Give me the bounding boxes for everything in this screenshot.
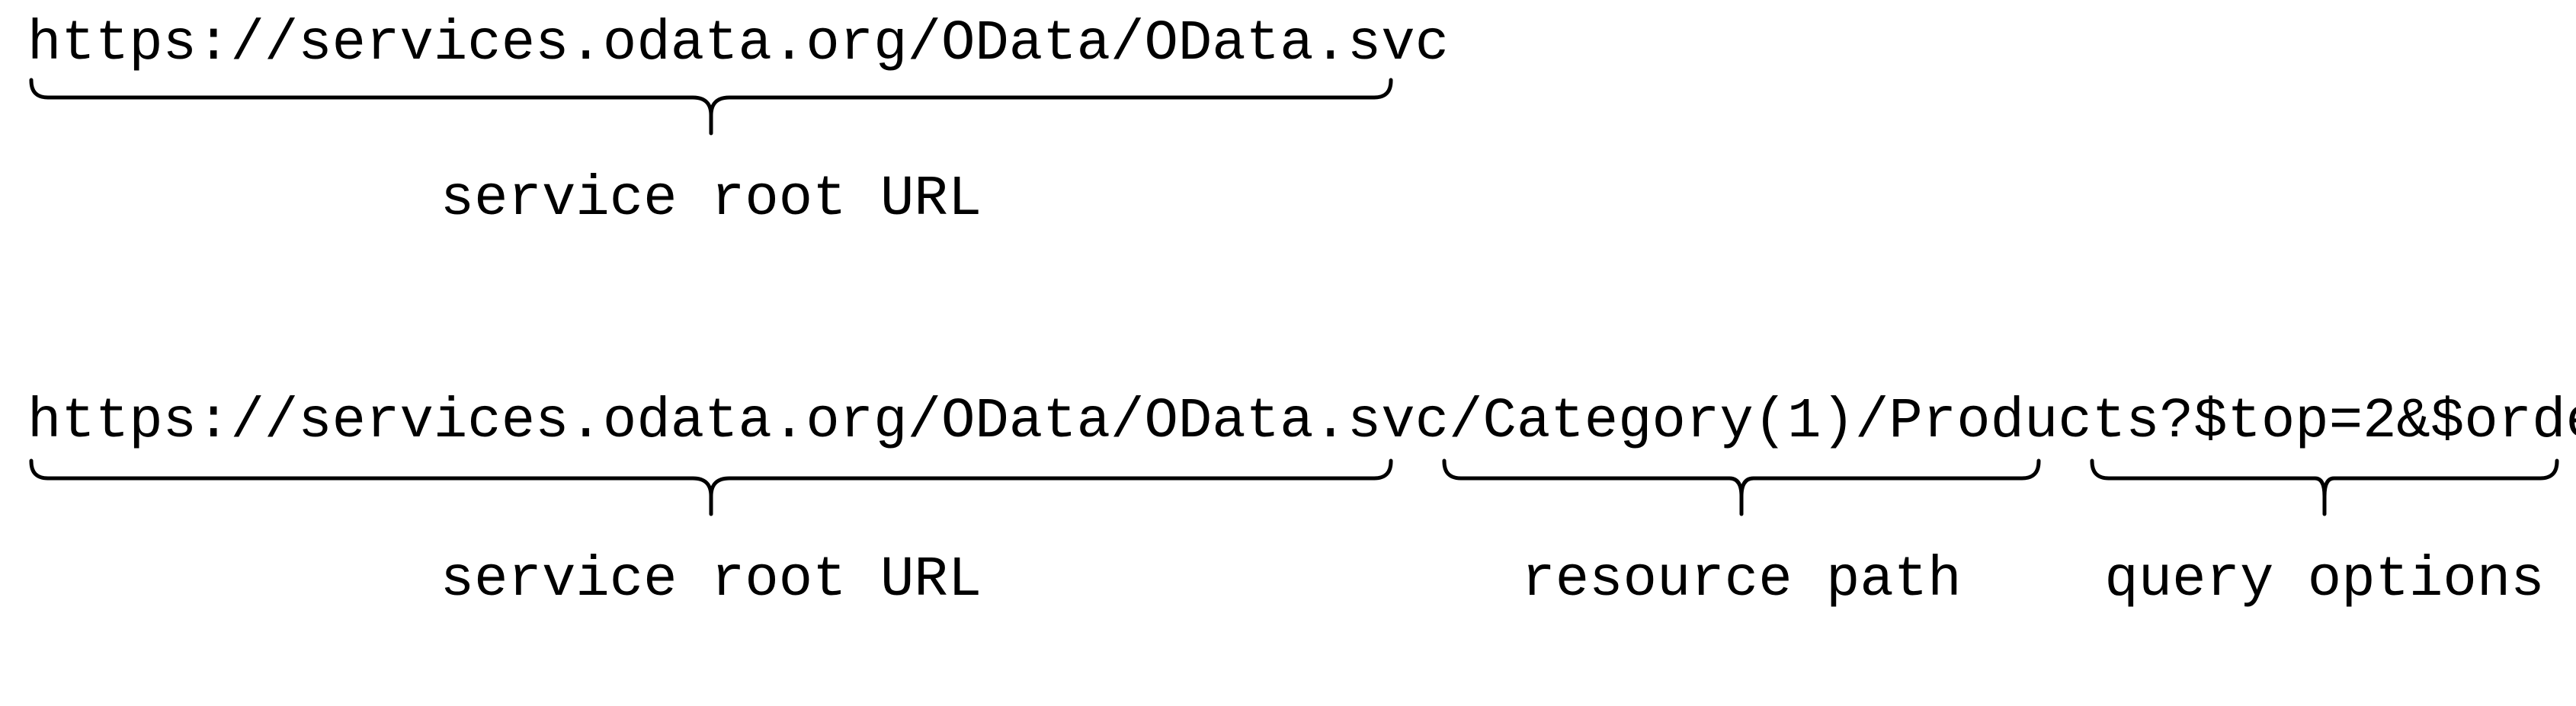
brace-0-0 (27, 76, 1395, 137)
segment-label-1-1: resource path (1440, 548, 2043, 612)
url-line-1: https://services.odata.org/OData/OData.s… (27, 390, 2576, 454)
segment-label-1-2: query options (2088, 548, 2561, 612)
url-line-0: https://services.odata.org/OData/OData.s… (27, 12, 1449, 76)
brace-1-2 (2088, 457, 2561, 518)
brace-1-1 (1440, 457, 2043, 518)
segment-label-0-0: service root URL (27, 168, 1395, 232)
segment-label-1-0: service root URL (27, 548, 1395, 612)
brace-1-0 (27, 457, 1395, 518)
